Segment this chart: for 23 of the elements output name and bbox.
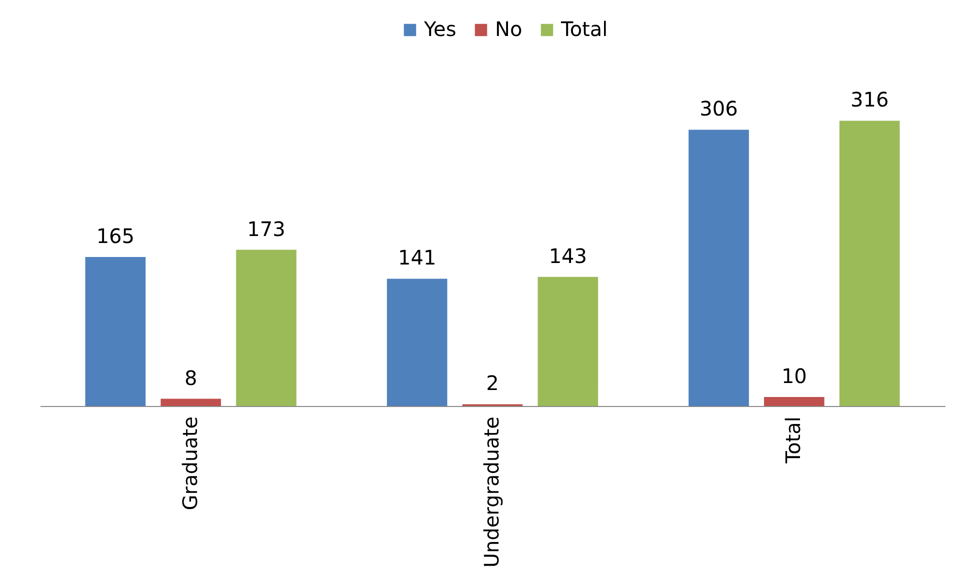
bar xyxy=(85,257,146,406)
bar xyxy=(839,120,900,406)
data-label: 173 xyxy=(247,216,286,241)
legend-label: No xyxy=(495,17,522,41)
x-tick-label: Total xyxy=(781,416,806,464)
data-label: 306 xyxy=(700,96,738,121)
data-label: 8 xyxy=(184,366,198,390)
data-label: 141 xyxy=(398,246,436,270)
x-tick-label: Undergraduate xyxy=(480,416,504,568)
bar xyxy=(386,278,448,406)
bar xyxy=(236,250,296,406)
data-label: 2 xyxy=(486,371,499,396)
bar xyxy=(160,398,221,406)
legend-label: Total xyxy=(560,17,608,41)
data-label: 316 xyxy=(850,88,889,112)
data-label: 143 xyxy=(548,244,588,268)
bar xyxy=(764,396,824,406)
legend-label: Yes xyxy=(423,17,456,41)
bar xyxy=(538,276,598,406)
bar xyxy=(688,130,749,406)
data-label: 165 xyxy=(96,224,135,248)
x-tick-label: Graduate xyxy=(178,416,202,510)
data-label: 10 xyxy=(781,364,807,388)
